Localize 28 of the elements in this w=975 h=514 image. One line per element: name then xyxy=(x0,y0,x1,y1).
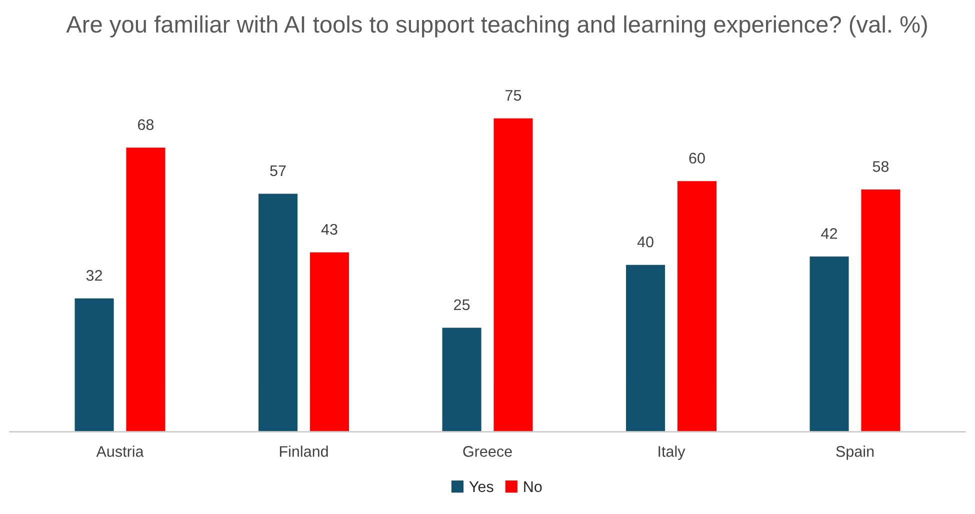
data-label: 25 xyxy=(454,299,470,310)
legend-label: No xyxy=(524,481,542,492)
bar xyxy=(860,188,902,432)
bar xyxy=(492,116,534,432)
bar xyxy=(124,146,167,432)
data-label: 68 xyxy=(138,119,154,130)
data-label: 57 xyxy=(270,165,286,176)
x-tick-label: Greece xyxy=(463,446,512,457)
bar xyxy=(73,297,116,432)
bar xyxy=(257,192,299,432)
bar xyxy=(308,250,350,432)
x-tick-label: Austria xyxy=(96,446,144,457)
x-tick-label: Finland xyxy=(280,446,328,457)
x-tick-label: Spain xyxy=(836,446,874,460)
data-label: 58 xyxy=(872,161,889,172)
bar xyxy=(440,326,483,432)
x-tick-label: Italy xyxy=(658,446,686,460)
bar xyxy=(624,264,666,432)
data-label: 32 xyxy=(86,270,102,281)
data-label: 40 xyxy=(637,236,654,248)
bar xyxy=(676,180,718,432)
data-label: 42 xyxy=(821,228,838,239)
bar xyxy=(808,255,850,432)
data-label: 75 xyxy=(506,90,522,101)
legend-label: Yes xyxy=(469,481,494,492)
chart-title: Are you familiar with AI tools to support teaching and learning experience? (val. %) xyxy=(66,15,927,38)
data-label: 43 xyxy=(321,224,338,235)
data-label: 60 xyxy=(689,152,705,164)
